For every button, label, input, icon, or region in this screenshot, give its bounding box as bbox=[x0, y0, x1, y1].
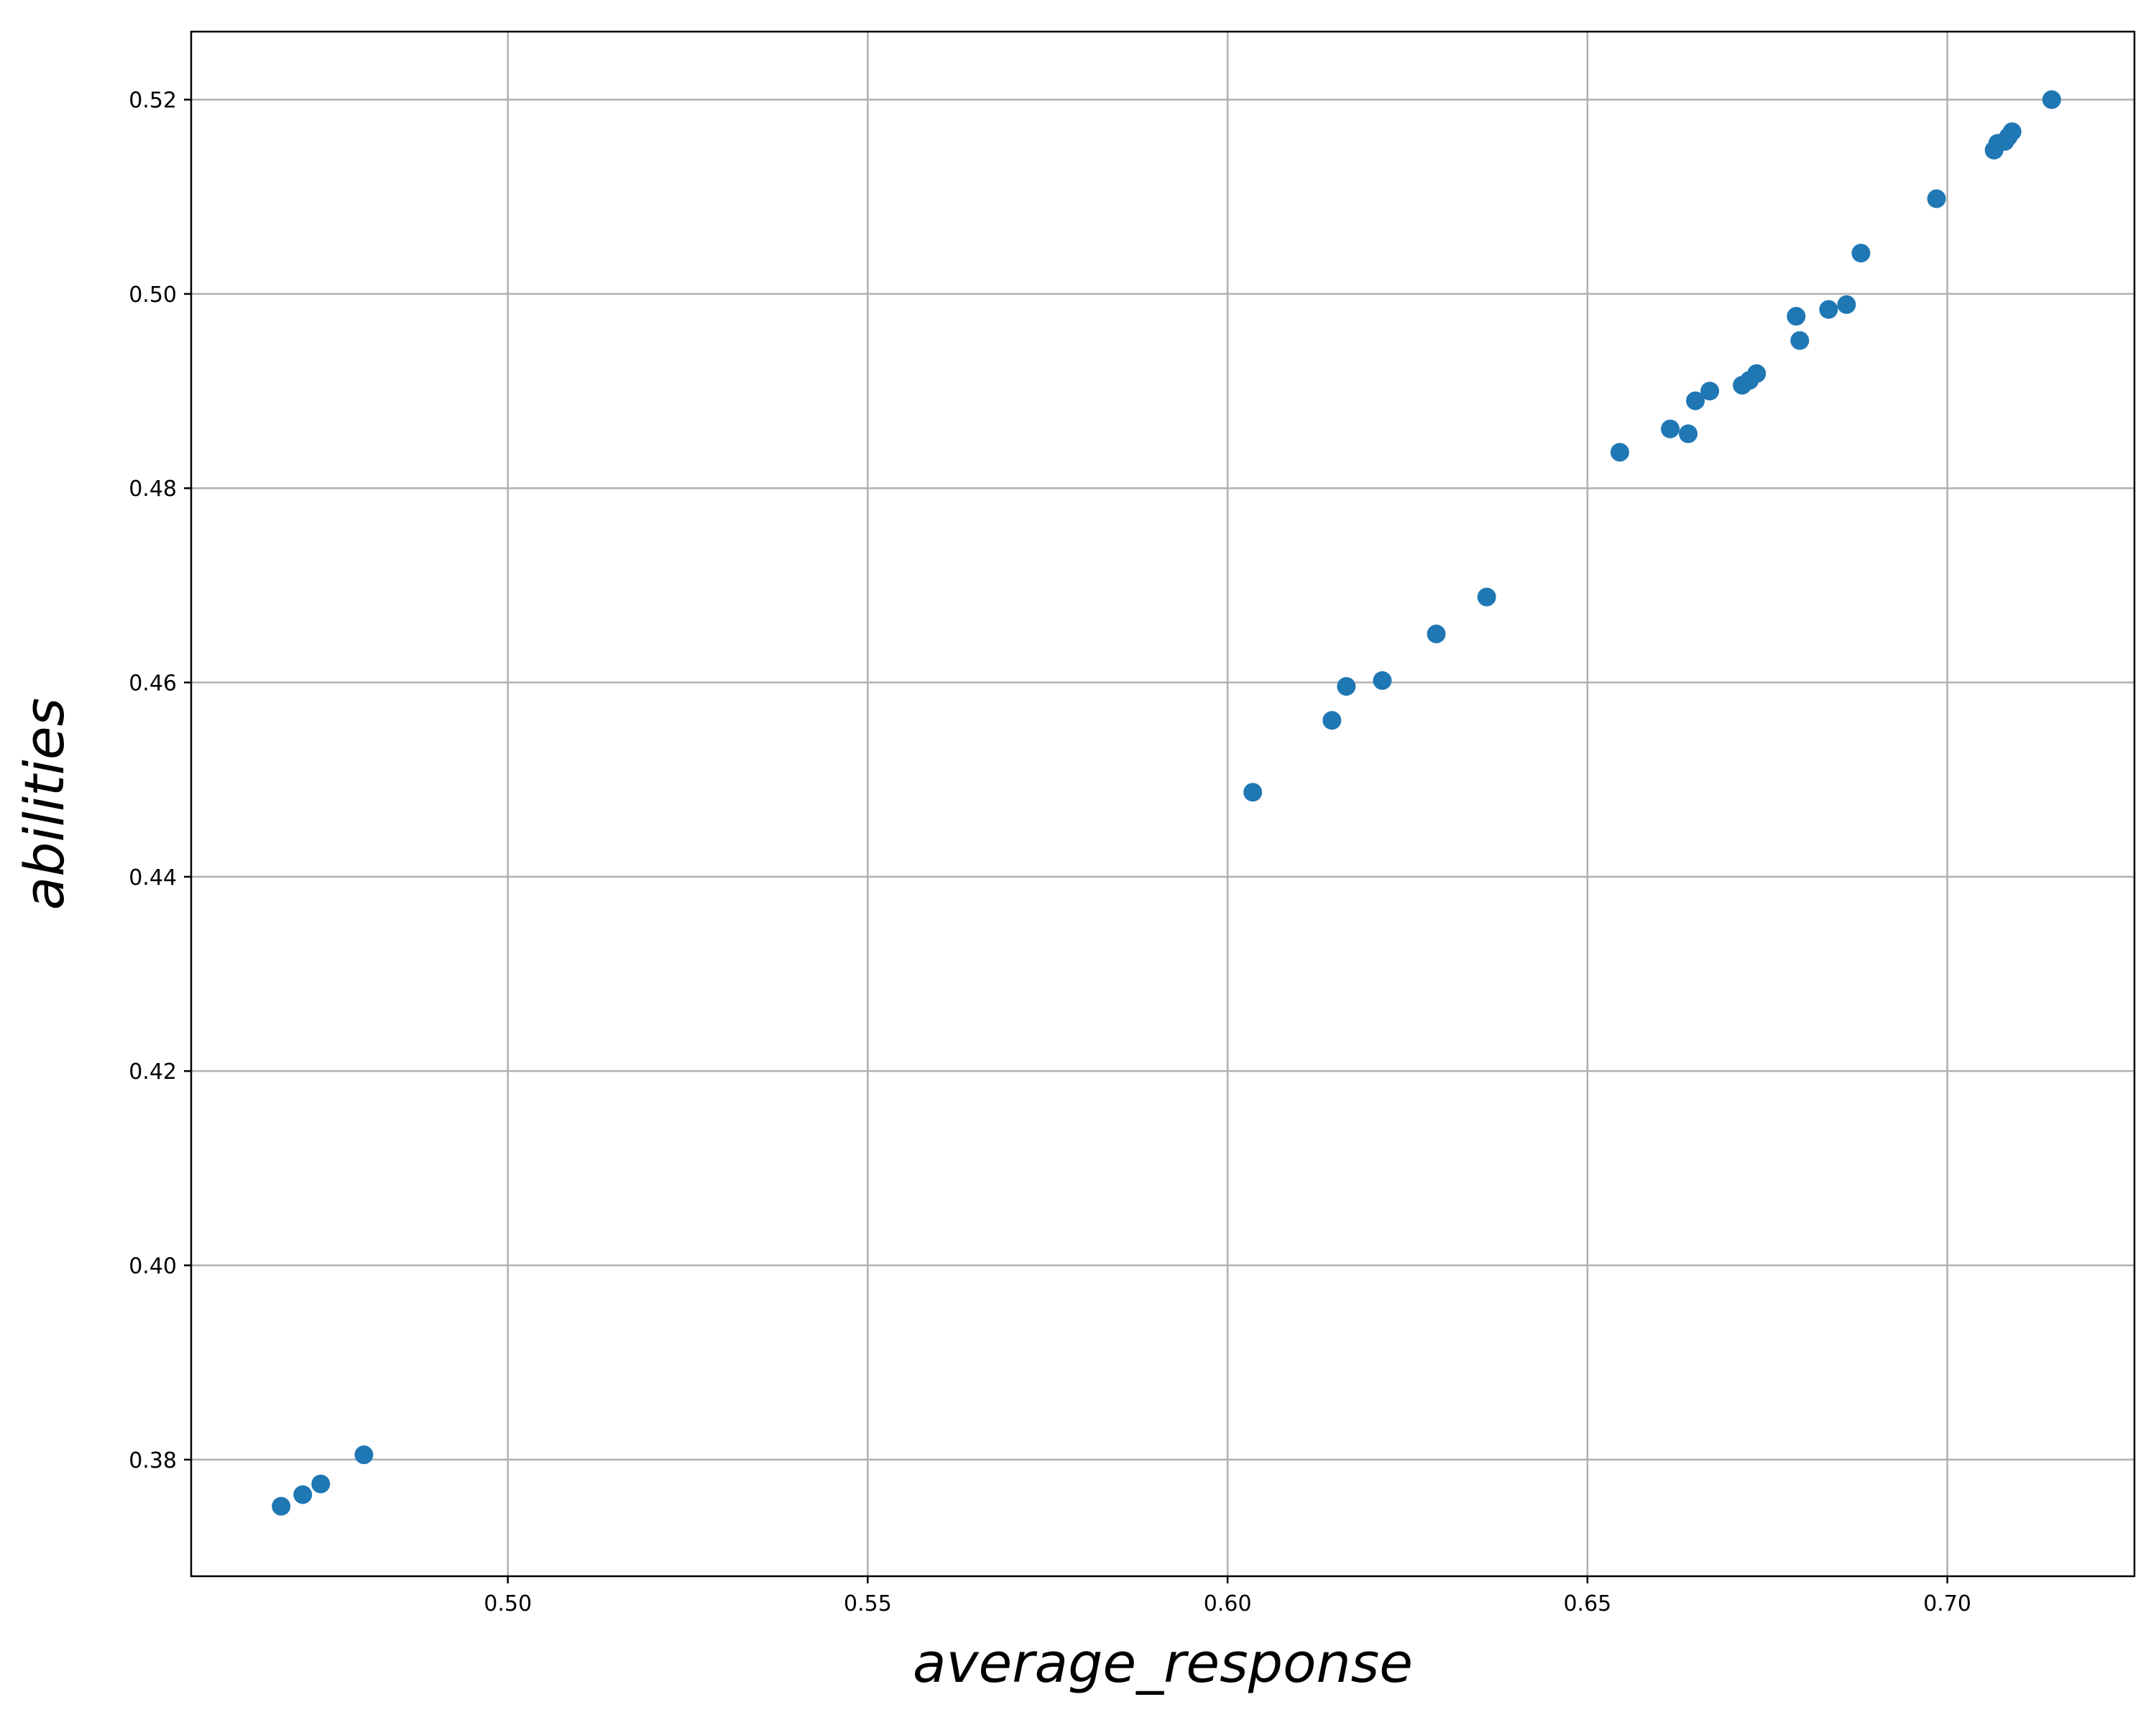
scatter-point bbox=[1787, 307, 1806, 326]
plot-area-frame bbox=[190, 30, 2136, 1578]
y-axis-label: abilities bbox=[12, 698, 76, 910]
axis-ticks: 0.50 0.55 0.60 0.65 0.70 0.38 0.40 0.42 0.44 0.46… bbox=[129, 88, 1971, 1616]
scatter-point bbox=[1790, 331, 1810, 350]
scatter-point bbox=[1927, 189, 1946, 208]
scatter-point bbox=[1747, 364, 1766, 383]
scatter-point bbox=[1477, 587, 1496, 607]
scatter-point bbox=[272, 1496, 291, 1516]
scatter-point bbox=[1243, 783, 1263, 802]
y-tick-label: 0.44 bbox=[129, 865, 177, 891]
y-tick-label: 0.48 bbox=[129, 477, 177, 502]
scatter-point bbox=[1373, 671, 1392, 690]
scatter-point bbox=[1819, 300, 1838, 319]
scatter-point bbox=[1427, 624, 1446, 643]
scatter-point bbox=[1610, 443, 1629, 462]
x-tick-label: 0.55 bbox=[844, 1591, 892, 1616]
scatter-point bbox=[1322, 711, 1342, 730]
y-tick-label: 0.50 bbox=[129, 282, 177, 308]
scatter-point bbox=[354, 1445, 374, 1465]
y-tick-label: 0.46 bbox=[129, 671, 177, 696]
y-tick-label: 0.52 bbox=[129, 88, 177, 114]
y-tick-label: 0.42 bbox=[129, 1059, 177, 1085]
grid-lines bbox=[191, 32, 2134, 1576]
data-points bbox=[272, 90, 2061, 1516]
x-tick-label: 0.60 bbox=[1204, 1591, 1252, 1616]
scatter-point bbox=[2002, 122, 2022, 142]
scatter-point bbox=[293, 1485, 313, 1504]
x-tick-label: 0.50 bbox=[484, 1591, 532, 1616]
scatter-point bbox=[1661, 419, 1680, 438]
scatter-point bbox=[1700, 382, 1720, 401]
scatter-point bbox=[1337, 676, 1356, 696]
y-tick-label: 0.40 bbox=[129, 1254, 177, 1279]
scatter-point bbox=[311, 1474, 331, 1494]
scatter-point bbox=[1686, 391, 1705, 410]
scatter-point bbox=[1679, 424, 1698, 443]
x-tick-label: 0.65 bbox=[1563, 1591, 1611, 1616]
scatter-point bbox=[1837, 295, 1856, 314]
scatter-point bbox=[1851, 244, 1871, 263]
y-tick-label: 0.38 bbox=[129, 1448, 177, 1473]
x-axis-label: average_response bbox=[913, 1631, 1413, 1695]
scatter-point bbox=[2042, 90, 2061, 109]
x-tick-label: 0.70 bbox=[1923, 1591, 1971, 1616]
